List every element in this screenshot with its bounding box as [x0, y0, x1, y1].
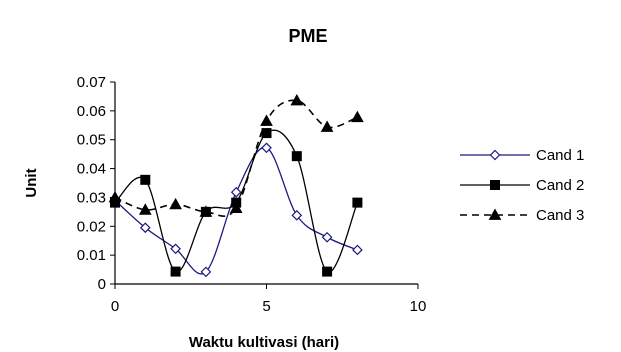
series-layer	[108, 93, 364, 278]
data-point	[351, 110, 364, 123]
y-axis-title: Unit	[23, 168, 40, 197]
series-3	[108, 93, 364, 217]
series-line	[114, 99, 358, 217]
data-point	[352, 244, 363, 256]
data-point	[291, 209, 303, 221]
y-tick-label: 0.05	[77, 132, 106, 149]
data-point	[139, 222, 151, 234]
y-tick-label: 0.01	[77, 247, 106, 264]
data-point	[291, 151, 302, 162]
data-point	[230, 186, 242, 198]
x-tick-label: 5	[262, 298, 270, 315]
chart-title: PME	[288, 26, 327, 46]
legend-item: Cand 2	[460, 177, 584, 194]
data-point	[352, 197, 363, 208]
data-point	[170, 266, 181, 277]
data-point	[200, 266, 212, 278]
data-point	[170, 243, 181, 255]
x-tick-label: 0	[111, 298, 119, 315]
data-point	[199, 205, 213, 217]
y-tick-label: 0.06	[77, 103, 106, 120]
legend-item: Cand 3	[460, 207, 584, 224]
legend-label: Cand 1	[536, 147, 584, 164]
data-point	[169, 197, 182, 210]
legend-item: Cand 1	[460, 147, 584, 164]
series-1	[109, 142, 363, 278]
data-point	[321, 231, 333, 243]
legend-marker	[488, 208, 502, 220]
axes: 0 0.01 0.02 0.03 0.04 0.05 0.06 0.07 0 5 10	[77, 74, 427, 315]
y-tick-label: 0.07	[77, 74, 106, 91]
data-point	[320, 120, 334, 132]
legend-label: Cand 2	[536, 177, 584, 194]
data-point	[140, 174, 151, 185]
data-point	[261, 128, 272, 139]
data-point	[229, 201, 243, 214]
data-point	[108, 190, 122, 203]
y-tick-label: 0.03	[77, 189, 106, 206]
legend-marker	[490, 180, 500, 190]
data-point	[261, 142, 272, 154]
y-tick-label: 0.02	[77, 218, 106, 235]
x-axis-title: Waktu kultivasi (hari)	[189, 334, 339, 351]
legend-label: Cand 3	[536, 207, 584, 224]
data-point	[290, 93, 304, 106]
legend-marker	[489, 149, 501, 161]
y-tick-label: 0	[98, 276, 106, 293]
y-tick-label: 0.04	[77, 161, 106, 178]
legend: Cand 1 Cand 2 Cand 3	[460, 147, 584, 224]
data-point	[260, 114, 273, 126]
data-point	[138, 203, 152, 215]
data-point	[322, 266, 333, 277]
x-tick-label: 10	[410, 298, 427, 315]
